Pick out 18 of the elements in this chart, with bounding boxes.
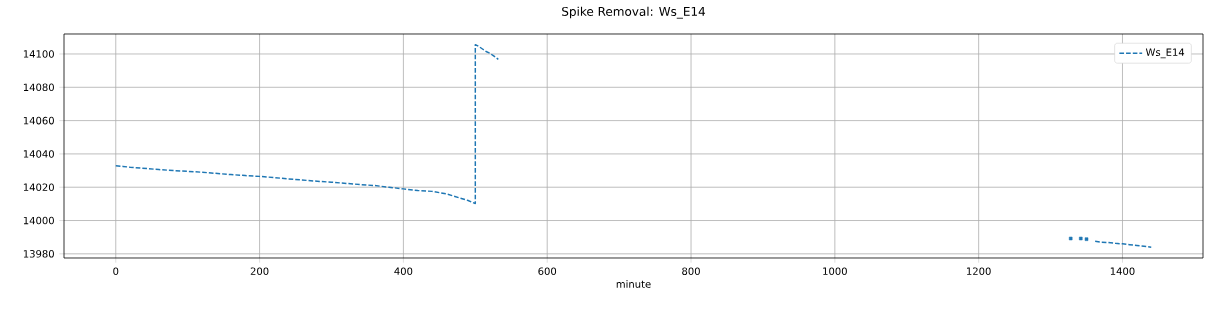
y-tick-label: 13980 (23, 250, 54, 258)
x-tick-label: 1000 (823, 267, 847, 275)
x-tick-label: 800 (682, 267, 700, 275)
y-tick-label: 14000 (23, 216, 54, 225)
x-tick-label: 1200 (967, 267, 991, 275)
y-tick-label: 14040 (23, 150, 54, 158)
x-axis-title: minute (616, 280, 651, 288)
x-tick-label: 200 (250, 267, 269, 275)
x-tick-label: 1400 (1110, 267, 1135, 275)
x-tick-label: 0 (113, 267, 119, 275)
y-tick-label: 14060 (23, 116, 54, 125)
legend-label: Ws_E14 (1145, 48, 1185, 59)
x-tick-label: 600 (538, 267, 557, 275)
y-tick-label: 14100 (23, 50, 54, 58)
chart-title: Spike Removal: Ws_E14 (562, 6, 706, 19)
y-tick-label: 14080 (23, 83, 54, 92)
y-tick-label: 14020 (23, 183, 54, 191)
x-tick-label: 400 (394, 267, 413, 275)
